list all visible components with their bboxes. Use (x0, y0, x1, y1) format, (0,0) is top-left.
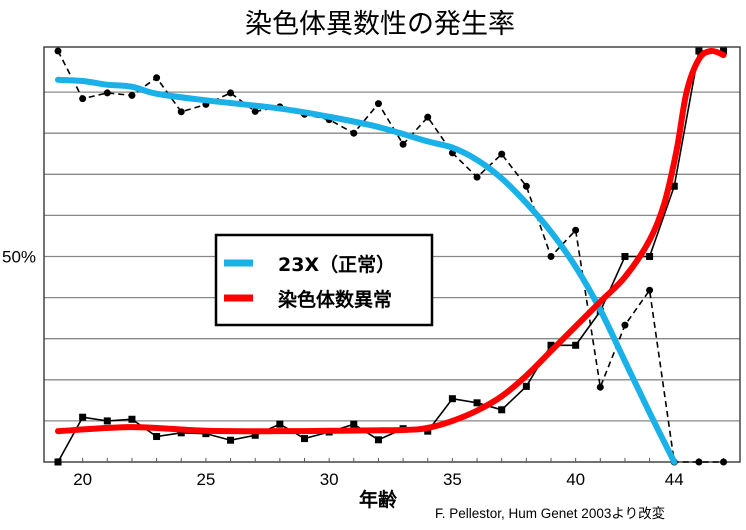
normal-data-point (695, 458, 703, 466)
normal-data-point (350, 129, 358, 137)
normal-data-point (374, 100, 382, 108)
normal-data-point (547, 253, 555, 260)
normal-data-point (54, 47, 62, 55)
normal-data-point (79, 95, 87, 103)
normal-data-point (596, 383, 604, 391)
aneuploidy-data-point (153, 433, 161, 441)
legend-box (214, 233, 434, 327)
legend-label-normal: 23X（正常） (278, 253, 395, 276)
aneuploidy-data-point (350, 420, 358, 428)
normal-data-point (153, 74, 161, 82)
aneuploidy-data-point (547, 341, 555, 349)
aneuploidy-raw-line (57, 50, 724, 463)
legend: 23X（正常） 染色体数異常 (214, 233, 434, 327)
aneuploidy-data-point (54, 458, 62, 466)
aneuploidy-data-point (251, 431, 259, 439)
normal-data-point (399, 140, 407, 148)
source-credit: F. Pellestor, Hum Genet 2003より改変 (435, 505, 665, 521)
aneuploidy-data-point (424, 427, 432, 435)
normal-data-point (522, 182, 530, 190)
aneuploidy-data-point (498, 406, 506, 414)
aneuploidy-data-point (227, 436, 235, 444)
x-tick-label: 30 (320, 470, 339, 489)
x-tick-label: 25 (196, 470, 215, 489)
aneuploidy-data-point (276, 420, 284, 428)
x-tick-label: 40 (566, 470, 585, 489)
normal-data-point (621, 321, 629, 329)
aneuploidy-data-point (128, 415, 136, 423)
normal-data-point (251, 107, 259, 115)
normal-data-point (128, 91, 136, 99)
aneuploidy-data-point (695, 47, 703, 55)
y-tick-label: 50% (2, 248, 36, 267)
aneuploidy-data-point (621, 253, 629, 260)
aneuploidy-data-point (572, 341, 580, 349)
normal-data-point (498, 150, 506, 158)
aneuploidy-data-point (103, 417, 111, 425)
plot-frame (43, 46, 741, 463)
aneuploidy-data-point (646, 253, 654, 260)
aneuploidy-data-point (79, 413, 87, 421)
normal-data-point (473, 173, 481, 181)
normal-data-point (572, 226, 580, 234)
chart-title: 染色体異数性の発生率 (245, 9, 515, 40)
normal-data-point (177, 108, 185, 116)
normal-data-point (424, 113, 432, 121)
series-group (54, 47, 728, 466)
aneuploidy-data-point (522, 382, 530, 390)
x-axis-label: 年齢 (359, 488, 398, 511)
x-axis: 20 25 30 35 40 44 (57, 458, 725, 489)
normal-data-point (646, 286, 654, 294)
aneuploidy-data-point (670, 182, 678, 190)
aneuploidy-data-point (448, 395, 456, 403)
aneuploidy-data-point (374, 436, 382, 444)
normal-data-point (103, 89, 111, 97)
y-axis: 50% (2, 248, 36, 267)
normal-data-point (227, 89, 235, 97)
aneuploidy-data-point (720, 47, 728, 55)
aneuploidy-data-point (301, 435, 308, 443)
x-tick-label: 44 (665, 470, 684, 489)
x-tick-label: 35 (443, 470, 462, 489)
aneuploidy-data-point (473, 399, 481, 407)
x-tick-label: 20 (73, 470, 92, 489)
normal-data-point (720, 458, 728, 466)
aneuploidy-trend-line (55, 47, 727, 435)
aneuploidy-data-point (177, 429, 185, 437)
legend-label-aneuploidy: 染色体数異常 (278, 288, 392, 311)
